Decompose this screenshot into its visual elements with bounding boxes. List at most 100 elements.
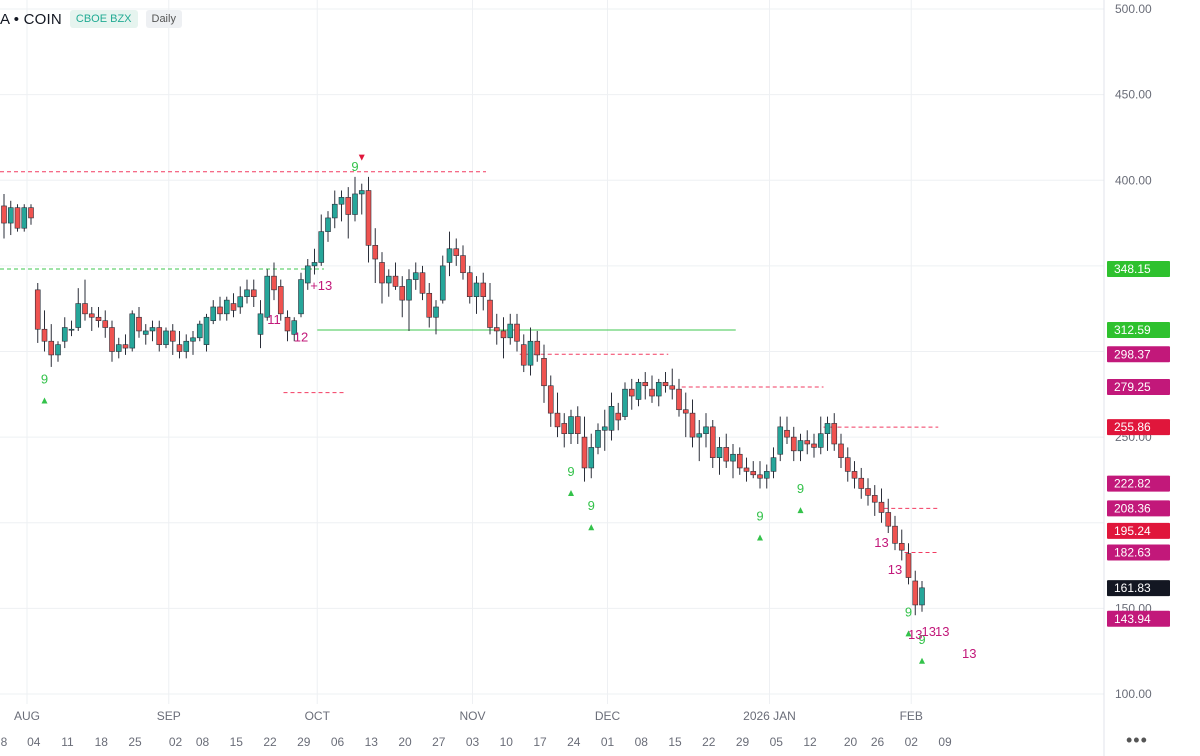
candle-body [271, 275, 277, 291]
more-options-icon[interactable]: ••• [1126, 730, 1148, 750]
candle-body [662, 382, 669, 387]
candle-body [298, 279, 304, 315]
candle-body [7, 207, 14, 224]
countdown-label: 13 [935, 624, 949, 639]
candle-body [426, 292, 433, 318]
day-label: 25 [128, 735, 142, 749]
price-label-bg [1107, 379, 1170, 396]
price-label: 298.37 [1107, 346, 1170, 363]
day-label: 15 [230, 735, 244, 749]
setup-count-label: 9 [567, 464, 574, 479]
candle-body [723, 447, 730, 462]
candle-body [95, 316, 102, 321]
candle-body [304, 265, 311, 284]
candle-body [142, 330, 149, 335]
candle-body [446, 248, 453, 263]
candle-body [601, 426, 608, 431]
candle-body [838, 443, 844, 458]
candle-body [574, 416, 581, 435]
day-label: 20 [398, 735, 412, 749]
candle-body [196, 323, 203, 339]
interval-badge[interactable]: Daily [145, 10, 182, 28]
buy-setup-arrow [797, 507, 804, 514]
candle-body [392, 275, 399, 287]
price-tick-label: 450.00 [1115, 88, 1152, 102]
candle-body [163, 330, 169, 345]
price-label-text: 298.37 [1114, 347, 1151, 361]
candle-body [318, 231, 325, 263]
candle-body [379, 262, 385, 284]
candle-body [365, 190, 372, 246]
candle-body [554, 412, 561, 428]
candle-body [730, 453, 736, 462]
candles-layer [1, 176, 925, 616]
buy-setup-arrow [588, 524, 595, 531]
candle-body [493, 327, 500, 332]
candle-body [784, 429, 790, 438]
candle-body [331, 203, 338, 219]
day-label: 03 [466, 735, 480, 749]
candle-body [109, 327, 115, 352]
candle-body [561, 423, 568, 434]
countdown-label: 13 [888, 562, 902, 577]
candle-body [777, 426, 784, 455]
candle-body [88, 313, 95, 318]
price-label-text: 195.24 [1114, 524, 1151, 538]
countdown-label: 12 [294, 329, 308, 344]
month-label: SEP [157, 709, 181, 723]
buy-setup-arrow [757, 534, 763, 541]
candle-body [689, 412, 696, 438]
candle-body [217, 306, 223, 315]
candle-body [763, 471, 770, 479]
day-label: 02 [905, 735, 919, 749]
candle-body [21, 207, 28, 229]
setup-count-label: 9 [756, 509, 763, 524]
candle-body [919, 587, 925, 606]
candle-body [696, 433, 703, 438]
day-label: 20 [844, 735, 858, 749]
price-label-text: 161.83 [1114, 581, 1151, 595]
price-label: 195.24 [1107, 522, 1170, 539]
candle-body [595, 429, 601, 448]
candle-body [412, 272, 419, 280]
candle-body [770, 457, 777, 472]
candle-body [635, 382, 642, 400]
day-label: 29 [297, 735, 311, 749]
day-label: 22 [263, 735, 277, 749]
countdown-label: 11 [267, 312, 281, 327]
candle-body [669, 385, 676, 390]
candle-body [14, 207, 21, 229]
price-label: 279.25 [1107, 379, 1170, 396]
day-label: 15 [668, 735, 682, 749]
candle-body [527, 340, 534, 366]
price-label-text: 312.59 [1114, 323, 1151, 337]
day-label: 08 [635, 735, 649, 749]
day-label: 17 [533, 735, 547, 749]
candle-body [743, 467, 750, 472]
candle-body [372, 245, 379, 260]
price-label-bg [1107, 261, 1170, 278]
price-label: 312.59 [1107, 321, 1170, 338]
time-axis[interactable]: AUG SEP OCT NOV DEC 2026 JAN FEB 8 04 11 18 25 02 08 1… [1, 709, 952, 749]
candle-body [257, 313, 264, 335]
candle-body [649, 388, 655, 397]
day-label: 01 [601, 735, 615, 749]
price-label: 182.63 [1107, 544, 1170, 561]
day-label: 02 [169, 735, 183, 749]
candle-body [547, 385, 554, 414]
price-label-text: 208.36 [1114, 501, 1151, 515]
candle-body [190, 337, 196, 342]
candle-body [149, 327, 156, 332]
candle-body [358, 190, 365, 195]
candle-body [122, 344, 129, 349]
buy-setup-arrow [568, 489, 574, 496]
setup-count-label: 9 [797, 481, 804, 496]
price-label-bg [1107, 500, 1170, 517]
day-label: 10 [500, 735, 514, 749]
symbol-title[interactable]: A • COIN [0, 10, 62, 28]
candle-body [831, 423, 838, 445]
candle-body [1, 205, 7, 224]
price-label: 161.83 [1107, 580, 1170, 597]
